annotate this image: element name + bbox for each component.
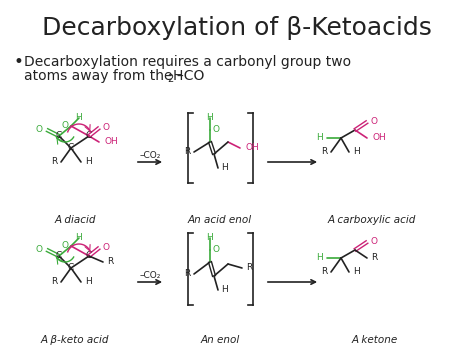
Text: O: O [62, 121, 69, 131]
Text: R: R [321, 268, 327, 277]
Text: H: H [221, 285, 228, 295]
Text: H: H [76, 234, 82, 242]
Text: C: C [68, 143, 74, 153]
Text: O: O [371, 237, 378, 246]
Text: •: • [14, 53, 24, 71]
Text: O: O [62, 241, 69, 251]
Text: H: H [76, 114, 82, 122]
Text: O: O [103, 124, 110, 132]
Text: H: H [316, 133, 323, 142]
Text: OH: OH [373, 133, 387, 142]
Text: OH: OH [105, 137, 119, 147]
Text: atoms away from the –CO: atoms away from the –CO [24, 69, 204, 83]
Text: H: H [207, 114, 213, 122]
Text: A diacid: A diacid [54, 215, 96, 225]
Text: An enol: An enol [201, 335, 240, 345]
Text: H: H [173, 69, 183, 83]
Text: H: H [221, 164, 228, 173]
Text: H: H [353, 268, 360, 277]
Text: O: O [371, 118, 378, 126]
Text: R: R [184, 147, 190, 157]
Text: Decarboxylation requires a carbonyl group two: Decarboxylation requires a carbonyl grou… [24, 55, 351, 69]
Text: R: R [321, 147, 327, 157]
Text: C: C [86, 131, 92, 141]
Text: R: R [51, 158, 57, 166]
Text: 2: 2 [167, 74, 173, 84]
Text: R: R [246, 263, 252, 273]
Text: A ketone: A ketone [352, 335, 398, 345]
Text: –CO₂: –CO₂ [139, 271, 161, 279]
Text: O: O [213, 126, 220, 135]
Text: R: R [51, 278, 57, 286]
Text: R: R [371, 253, 377, 262]
Text: C: C [56, 251, 62, 261]
Text: –CO₂: –CO₂ [139, 151, 161, 159]
Text: O: O [103, 244, 110, 252]
Text: H: H [353, 147, 360, 157]
Text: O: O [36, 126, 43, 135]
Text: H: H [85, 278, 92, 286]
Text: O: O [213, 246, 220, 255]
Text: A carboxylic acid: A carboxylic acid [328, 215, 416, 225]
Text: OH: OH [246, 143, 260, 153]
Text: H: H [207, 234, 213, 242]
Text: H: H [316, 253, 323, 262]
Text: R: R [107, 257, 113, 267]
Text: R: R [184, 269, 190, 279]
Text: C: C [86, 251, 92, 261]
Text: An acid enol: An acid enol [188, 215, 252, 225]
Text: Decarboxylation of β-Ketoacids: Decarboxylation of β-Ketoacids [42, 16, 432, 40]
Text: H: H [85, 158, 92, 166]
Text: C: C [56, 131, 62, 141]
Text: A β-keto acid: A β-keto acid [41, 335, 109, 345]
Text: O: O [36, 246, 43, 255]
Text: C: C [68, 263, 74, 273]
